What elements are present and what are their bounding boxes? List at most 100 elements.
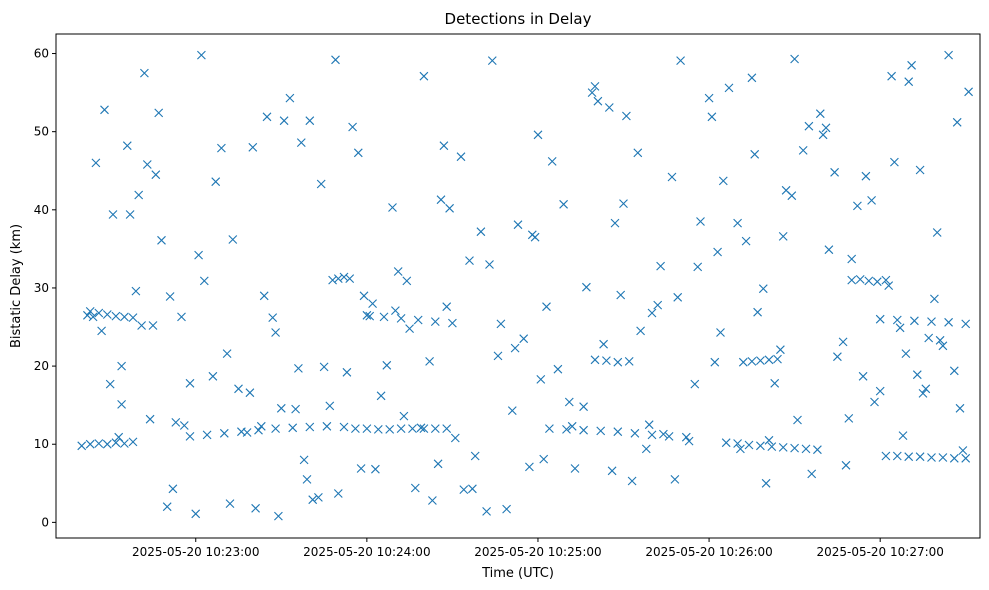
data-point (716, 328, 725, 337)
data-point (750, 149, 760, 159)
data-point (131, 286, 141, 296)
data-point (915, 165, 925, 175)
data-point (185, 378, 195, 388)
data-point (958, 446, 968, 455)
data-point (274, 511, 283, 521)
data-point (396, 424, 406, 433)
x-tick-label: 2025-05-20 10:25:00 (474, 545, 601, 559)
data-point (613, 357, 623, 367)
data-point (545, 424, 554, 433)
data-point (790, 54, 799, 64)
data-point (157, 235, 166, 245)
data-point (721, 438, 731, 448)
data-point (756, 441, 765, 451)
data-point (641, 444, 651, 454)
data-point (171, 418, 181, 427)
data-point (496, 319, 506, 329)
data-point (570, 464, 580, 473)
data-point (844, 414, 854, 423)
data-point (733, 439, 742, 448)
data-point (445, 203, 454, 213)
data-point (921, 384, 931, 394)
data-point (302, 475, 312, 484)
data-point (955, 403, 965, 413)
data-point (927, 317, 936, 326)
data-point (459, 485, 469, 494)
data-point (853, 201, 862, 211)
data-point (430, 317, 440, 326)
data-point (932, 228, 942, 237)
data-point (904, 77, 914, 87)
data-point (770, 378, 780, 388)
data-point (177, 312, 186, 322)
data-point (468, 484, 477, 494)
data-point (279, 116, 289, 126)
data-point (308, 495, 318, 505)
data-point (333, 489, 343, 498)
data-point (884, 281, 894, 290)
data-point (798, 146, 808, 155)
data-point (764, 435, 774, 445)
data-point (881, 275, 891, 285)
data-point (590, 355, 600, 365)
data-point (91, 158, 101, 168)
data-point (111, 438, 121, 448)
data-point (593, 96, 603, 106)
data-point (949, 453, 959, 463)
data-point (388, 203, 397, 212)
data-point (858, 371, 868, 381)
data-point (125, 210, 135, 219)
y-tick-label: 60 (34, 47, 49, 61)
data-point (547, 157, 557, 166)
data-point (328, 275, 337, 285)
data-point (724, 83, 734, 93)
data-point (915, 452, 925, 462)
data-point (564, 397, 574, 407)
y-tick-label: 40 (34, 203, 49, 217)
data-point (211, 177, 221, 187)
data-point (322, 421, 332, 431)
data-point (898, 431, 908, 440)
data-point (140, 68, 149, 78)
data-point (362, 310, 372, 320)
data-point (276, 403, 286, 413)
data-point (339, 422, 349, 432)
data-point (85, 439, 95, 449)
data-point (102, 439, 112, 449)
data-point (371, 464, 380, 474)
data-point (510, 343, 520, 353)
data-point (582, 282, 591, 292)
data-point (94, 308, 104, 318)
data-point (382, 360, 392, 370)
data-point (622, 111, 631, 121)
data-point (684, 436, 694, 446)
data-point (790, 443, 799, 453)
data-point (373, 425, 383, 434)
data-point (291, 404, 300, 414)
data-point (456, 152, 466, 162)
data-point (117, 361, 126, 371)
x-tick-label: 2025-05-20 10:26:00 (645, 545, 772, 559)
data-point (659, 429, 668, 439)
data-point (228, 235, 238, 244)
data-point (77, 441, 87, 451)
data-point (356, 464, 366, 473)
data-point (225, 499, 235, 508)
data-point (342, 367, 352, 377)
data-point (767, 442, 777, 451)
data-point (804, 121, 814, 131)
data-point (234, 384, 243, 394)
data-point (644, 420, 654, 430)
data-point (168, 484, 178, 494)
data-point (647, 430, 657, 440)
data-point (813, 445, 822, 455)
data-point (607, 466, 617, 476)
data-point (590, 82, 600, 91)
data-point (442, 302, 452, 312)
data-point (736, 444, 745, 454)
data-point (333, 274, 343, 283)
data-point (485, 260, 494, 269)
data-point (761, 478, 771, 488)
data-point (938, 341, 948, 351)
